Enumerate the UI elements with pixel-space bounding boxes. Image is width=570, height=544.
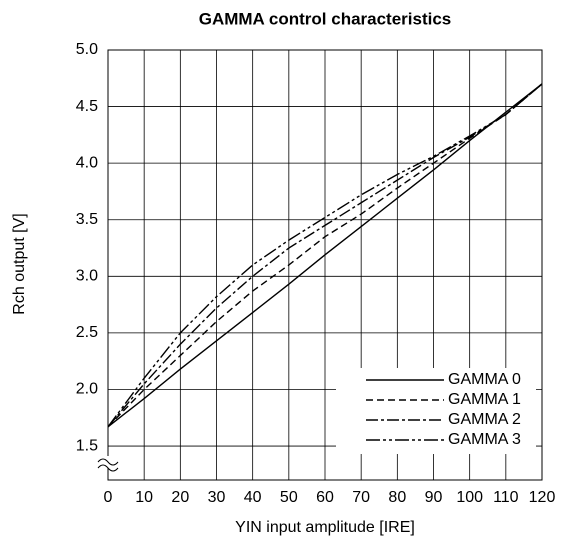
x-tick-label: 90 xyxy=(425,489,443,506)
x-axis-label: YIN input amplitude [IRE] xyxy=(235,519,415,536)
x-tick-label: 30 xyxy=(208,489,226,506)
x-tick-label: 10 xyxy=(135,489,153,506)
y-tick-label: 1.5 xyxy=(76,437,98,454)
legend-label: GAMMA 1 xyxy=(448,391,521,408)
legend-label: GAMMA 0 xyxy=(448,371,521,388)
data-line xyxy=(107,83,543,428)
y-tick-label: 5.0 xyxy=(76,41,98,58)
x-tick-label: 70 xyxy=(352,489,370,506)
x-tick-label: 60 xyxy=(316,489,334,506)
x-tick-label: 50 xyxy=(280,489,298,506)
y-tick-label: 4.5 xyxy=(76,98,98,115)
data-line xyxy=(107,83,543,428)
chart-title: GAMMA control characteristics xyxy=(199,9,452,28)
legend-label: GAMMA 3 xyxy=(448,431,521,448)
x-tick-label: 0 xyxy=(104,489,113,506)
x-tick-label: 40 xyxy=(244,489,262,506)
legend-label: GAMMA 2 xyxy=(448,411,521,428)
y-axis-label: Rch output [V] xyxy=(11,213,28,314)
axis-break xyxy=(97,458,119,472)
y-tick-label: 4.0 xyxy=(76,154,98,171)
x-tick-label: 80 xyxy=(388,489,406,506)
data-line xyxy=(107,83,543,428)
y-tick-label: 3.5 xyxy=(76,211,98,228)
plot-frame xyxy=(107,49,543,481)
x-tick-label: 20 xyxy=(171,489,189,506)
x-tick-label: 100 xyxy=(456,489,483,506)
y-tick-label: 2.5 xyxy=(76,324,98,341)
y-tick-label: 3.0 xyxy=(76,268,98,285)
data-line xyxy=(107,83,543,428)
y-tick-label: 2.0 xyxy=(76,381,98,398)
x-tick-label: 120 xyxy=(529,489,556,506)
x-tick-label: 110 xyxy=(493,489,519,506)
